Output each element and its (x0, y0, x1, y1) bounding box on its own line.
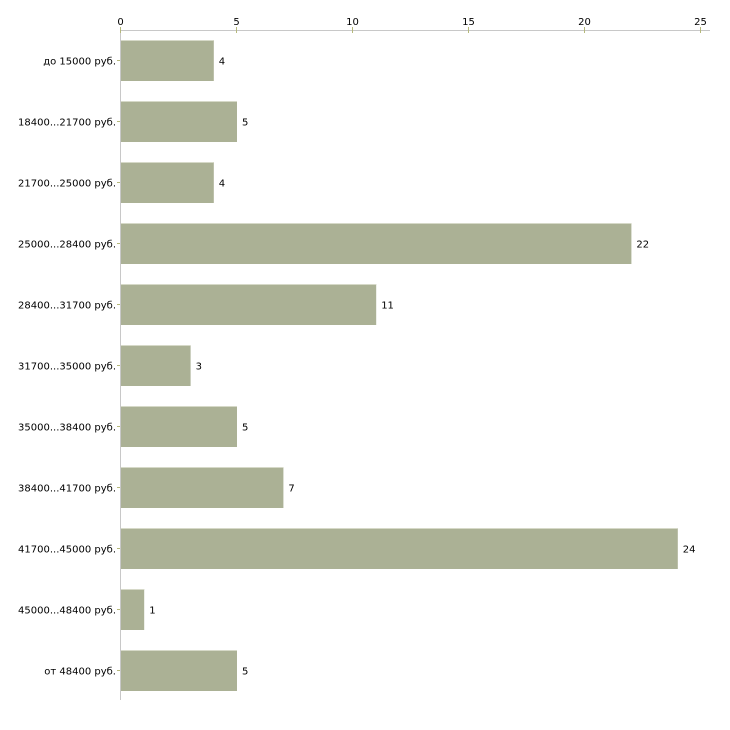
category-label: 31700...35000 руб. (18, 362, 116, 373)
category-label: 41700...45000 руб. (18, 545, 116, 556)
x-tick-label: 0 (117, 17, 123, 28)
bar (121, 528, 678, 569)
value-label: 5 (242, 667, 248, 678)
x-tick-label: 15 (462, 17, 475, 28)
bar (121, 101, 237, 142)
value-label: 3 (196, 362, 202, 373)
bar (121, 162, 214, 203)
x-tick-label: 5 (233, 17, 239, 28)
x-tick-label: 20 (578, 17, 591, 28)
value-label: 5 (242, 118, 248, 129)
bar (121, 284, 377, 325)
x-tick-label: 10 (346, 17, 359, 28)
category-label: 28400...31700 руб. (18, 301, 116, 312)
value-label: 24 (683, 545, 696, 556)
category-label: 21700...25000 руб. (18, 179, 116, 190)
bar (121, 40, 214, 81)
category-label: от 48400 руб. (44, 667, 116, 678)
bar (121, 345, 191, 386)
bar (121, 650, 237, 691)
bar (121, 406, 237, 447)
category-label: 18400...21700 руб. (18, 118, 116, 129)
value-label: 4 (219, 179, 225, 190)
category-label: 35000...38400 руб. (18, 423, 116, 434)
category-label: 45000...48400 руб. (18, 606, 116, 617)
bar (121, 223, 632, 264)
value-label: 22 (636, 240, 649, 251)
value-label: 7 (288, 484, 294, 495)
value-label: 5 (242, 423, 248, 434)
bar (121, 467, 284, 508)
category-label: 38400...41700 руб. (18, 484, 116, 495)
x-tick-label: 25 (694, 17, 707, 28)
value-label: 11 (381, 301, 394, 312)
value-label: 4 (219, 57, 225, 68)
category-label: 25000...28400 руб. (18, 240, 116, 251)
value-label: 1 (149, 606, 155, 617)
bar (121, 589, 145, 630)
category-label: до 15000 руб. (43, 57, 116, 68)
